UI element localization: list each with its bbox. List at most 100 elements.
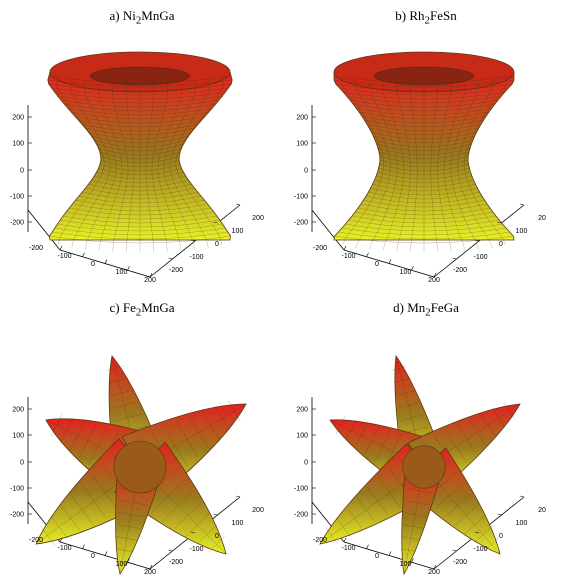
x-tick-label: -100	[57, 253, 71, 260]
y-tick-mark	[145, 567, 151, 570]
y-tick-label: -100	[189, 254, 203, 261]
y-tick-label: -100	[473, 254, 487, 261]
y-tick-mark	[145, 275, 151, 278]
x-tick-mark	[366, 544, 369, 549]
y-tick-label: -200	[169, 559, 183, 566]
x-tick-label: -100	[57, 545, 71, 552]
x-tick-label: -200	[313, 537, 327, 544]
y-tick-mark	[519, 495, 525, 498]
y-tick-mark	[519, 203, 525, 206]
x-tick-mark	[366, 252, 369, 257]
y-tick-mark	[190, 531, 196, 534]
y-tick-label: -200	[169, 267, 183, 274]
x-tick-mark	[104, 259, 108, 264]
lobe-mesh	[114, 466, 156, 575]
y-tick-mark	[168, 549, 173, 552]
x-tick-label: -100	[341, 253, 355, 260]
y-tick-label: 100	[516, 520, 528, 527]
x-tick-label: 200	[144, 277, 156, 284]
x-tick-label: 100	[400, 269, 412, 276]
surface-plot-b: 200 100 0 -100 -200 -200 -100 0 100 200 -200 -100 0 1…	[294, 51, 546, 284]
y-tick-mark	[190, 239, 196, 242]
z-tick-label: 0	[304, 460, 308, 467]
y-tick-label: 20	[538, 215, 546, 222]
panel-title: a) Ni2MnGa	[109, 8, 175, 27]
z-tick-label: 0	[20, 460, 24, 467]
x-tick-mark	[127, 558, 130, 563]
surface-lobe	[401, 463, 443, 576]
x-tick-mark	[388, 551, 392, 556]
z-tick-label: 0	[20, 168, 24, 175]
x-tick-label: -200	[29, 245, 43, 252]
chart-panel-a: a) Ni2MnGa 200 100 0 -100 -200 -200 -100 0 100 20…	[0, 0, 284, 291]
y-tick-mark	[235, 203, 241, 206]
z-tick-label: -200	[10, 512, 24, 519]
y-tick-mark	[452, 549, 457, 552]
x-tick-mark	[149, 564, 153, 570]
surface-core	[402, 445, 446, 489]
surface-plot-d: 200 100 0 -100 -200 -200 -100 0 100 200 -200 -100 0 1…	[294, 354, 546, 576]
x-tick-mark	[149, 272, 153, 278]
z-tick-label: 200	[296, 115, 308, 122]
z-tick-label: -200	[10, 220, 24, 227]
y-tick-mark	[474, 239, 480, 242]
z-tick-label: -200	[294, 220, 308, 227]
z-tick-label: -100	[294, 486, 308, 493]
z-tick-label: 200	[12, 407, 24, 414]
surface-plot-c: 200 100 0 -100 -200 -200 -100 0 100 200 -200 -100 0 1…	[10, 355, 264, 576]
surface-body	[47, 71, 233, 241]
x-tick-label: 0	[91, 553, 95, 560]
x-tick-mark	[59, 245, 63, 251]
z-tick-label: 100	[296, 433, 308, 440]
y-tick-label: 0	[215, 533, 219, 540]
z-tick-label: -200	[294, 512, 308, 519]
surface-plot-a: 200 100 0 -100 -200 -200 -100 0 100 200 -200 -100 0 1…	[10, 51, 264, 284]
y-tick-label: 200	[252, 507, 264, 514]
z-tick-label: 100	[12, 433, 24, 440]
z-tick-label: 100	[12, 141, 24, 148]
z-tick-label: -100	[10, 194, 24, 201]
y-tick-mark	[497, 513, 502, 516]
y-tick-mark	[168, 257, 173, 260]
z-tick-label: 100	[296, 141, 308, 148]
chart-panel-b: b) Rh2FeSn 200 100 0 -100 -200 -200 -100 0 100 20…	[284, 0, 568, 291]
x-tick-label: 100	[116, 269, 128, 276]
x-tick-label: 200	[428, 277, 440, 284]
x-tick-label: 200	[428, 569, 440, 576]
surface-top-hollow	[374, 66, 474, 86]
surface-top-hollow	[90, 66, 190, 86]
y-tick-label: 100	[232, 520, 244, 527]
y-tick-label: 200	[252, 215, 264, 222]
y-tick-label: 0	[499, 241, 503, 248]
y-tick-mark	[497, 221, 502, 224]
panel-title: c) Fe2MnGa	[109, 300, 175, 319]
surface-core	[113, 440, 167, 494]
floor-edge	[27, 209, 61, 251]
chart-panel-c: c) Fe2MnGa 200 100 0 -100 -200 -200 -100 0 100 20…	[0, 292, 284, 583]
y-tick-label: -200	[453, 267, 467, 274]
z-tick-label: -100	[294, 194, 308, 201]
y-tick-label: -200	[453, 559, 467, 566]
y-tick-mark	[235, 495, 241, 498]
x-tick-mark	[127, 266, 130, 271]
floor-edge	[311, 209, 345, 251]
x-tick-label: 0	[375, 261, 379, 268]
x-tick-mark	[388, 259, 392, 264]
z-tick-label: 200	[296, 407, 308, 414]
y-tick-label: 20	[538, 507, 546, 514]
x-tick-mark	[433, 564, 437, 570]
x-tick-mark	[343, 537, 347, 543]
chart-panel-d: d) Mn2FeGa 200 100 0 -100 -200 -200 -100 0 100 20…	[284, 292, 568, 583]
x-tick-mark	[59, 537, 63, 543]
y-tick-label: 0	[215, 241, 219, 248]
x-tick-mark	[433, 272, 437, 278]
surface-mesh	[47, 75, 233, 252]
z-tick-label: -100	[10, 486, 24, 493]
surface-mesh	[333, 75, 515, 252]
y-tick-mark	[429, 275, 435, 278]
y-tick-mark	[213, 221, 218, 224]
x-tick-mark	[343, 245, 347, 251]
x-tick-mark	[82, 252, 85, 257]
x-tick-label: 100	[400, 561, 412, 568]
x-tick-label: -200	[313, 245, 327, 252]
